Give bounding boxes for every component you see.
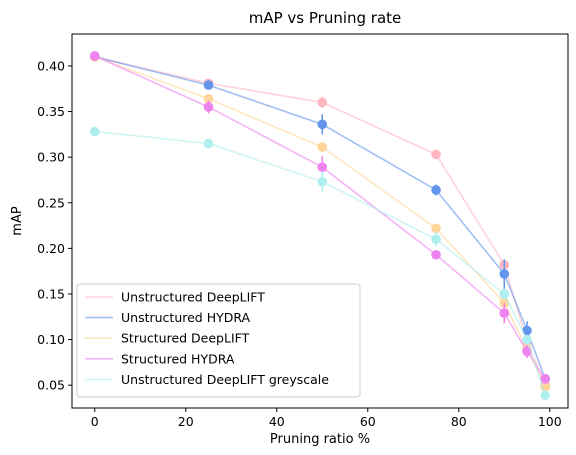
data-point bbox=[431, 185, 441, 195]
data-point bbox=[203, 102, 214, 112]
data-point bbox=[203, 93, 214, 104]
x-axis-title: Pruning ratio % bbox=[270, 432, 370, 447]
legend: Unstructured DeepLIFT Unstructured HYDRA S… bbox=[76, 283, 361, 398]
data-point bbox=[203, 80, 214, 90]
data-point bbox=[431, 234, 441, 245]
data-point bbox=[89, 51, 100, 61]
x-tick-label: 60 bbox=[360, 414, 376, 429]
data-point bbox=[317, 162, 328, 172]
chart-title: mAP vs Pruning rate bbox=[249, 9, 402, 27]
x-tick-label: 40 bbox=[269, 414, 285, 429]
legend-box bbox=[76, 283, 361, 398]
data-point bbox=[317, 176, 328, 187]
legend-item: Unstructured HYDRA bbox=[85, 310, 251, 325]
series-4 bbox=[89, 126, 551, 401]
data-point bbox=[540, 390, 551, 401]
data-point bbox=[431, 223, 441, 234]
y-axis: 0.05 0.10 0.15 0.20 0.25 0.30 0.35 0.40 bbox=[37, 58, 72, 393]
data-point bbox=[317, 119, 328, 130]
legend-label: Unstructured HYDRA bbox=[121, 310, 251, 325]
legend-label: Structured HYDRA bbox=[121, 351, 235, 366]
series-3 bbox=[89, 51, 551, 384]
x-tick-label: 100 bbox=[538, 414, 562, 429]
data-point bbox=[203, 138, 214, 149]
data-point bbox=[499, 289, 510, 299]
data-point bbox=[317, 142, 328, 152]
legend-item: Unstructured DeepLIFT bbox=[85, 290, 265, 305]
data-point bbox=[499, 308, 510, 318]
x-tick-label: 20 bbox=[178, 414, 194, 429]
y-tick-label: 0.05 bbox=[37, 378, 65, 393]
y-tick-label: 0.25 bbox=[37, 195, 65, 210]
legend-label: Unstructured DeepLIFT greyscale bbox=[121, 372, 329, 387]
y-tick-label: 0.10 bbox=[37, 332, 65, 347]
plot-area bbox=[89, 51, 551, 401]
legend-item: Unstructured DeepLIFT greyscale bbox=[85, 372, 329, 387]
data-point bbox=[89, 126, 100, 137]
legend-item: Structured DeepLIFT bbox=[85, 331, 250, 346]
data-point bbox=[431, 149, 441, 160]
legend-label: Structured DeepLIFT bbox=[121, 331, 250, 346]
y-tick-label: 0.30 bbox=[37, 150, 65, 165]
x-tick-label: 80 bbox=[451, 414, 467, 429]
data-point bbox=[540, 374, 551, 384]
data-point bbox=[317, 97, 328, 108]
axes-frame bbox=[71, 33, 569, 409]
x-axis: 0 20 40 60 80 100 bbox=[91, 408, 562, 429]
y-axis-title: mAP bbox=[10, 206, 25, 236]
y-tick-label: 0.15 bbox=[37, 286, 65, 301]
y-tick-label: 0.20 bbox=[37, 241, 65, 256]
data-point bbox=[522, 325, 532, 336]
data-point bbox=[431, 249, 441, 260]
legend-label: Unstructured DeepLIFT bbox=[121, 290, 265, 305]
legend-item: Structured HYDRA bbox=[85, 351, 235, 366]
data-point bbox=[499, 269, 510, 279]
data-point bbox=[522, 334, 532, 345]
y-tick-label: 0.35 bbox=[37, 104, 65, 119]
x-tick-label: 0 bbox=[91, 414, 99, 429]
y-tick-label: 0.40 bbox=[37, 58, 65, 73]
